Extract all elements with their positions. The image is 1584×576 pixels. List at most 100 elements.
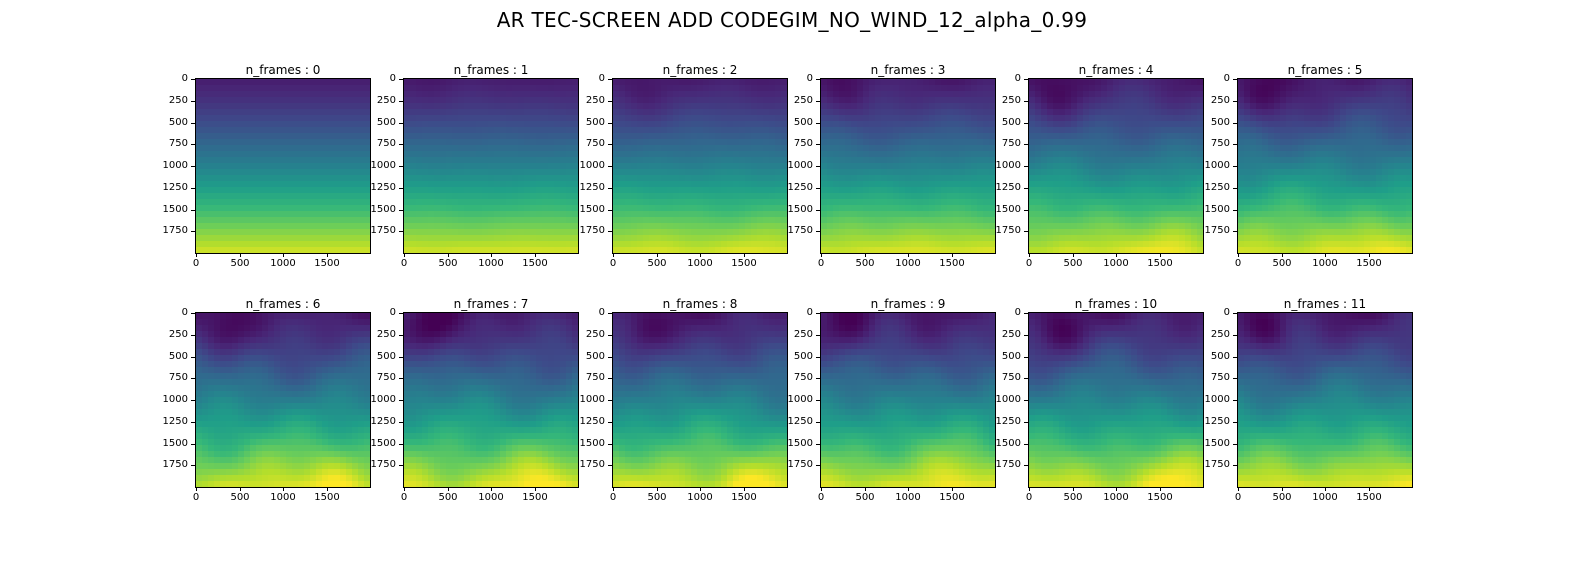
- heatmap-cell: [1053, 121, 1060, 128]
- heatmap-cell: [667, 145, 674, 152]
- heatmap-cell: [757, 181, 764, 188]
- heatmap-cell: [821, 85, 828, 92]
- heatmap-cell: [1197, 151, 1203, 158]
- heatmap-cell: [1029, 193, 1036, 200]
- heatmap-cell: [298, 85, 305, 92]
- heatmap-cell: [1238, 199, 1245, 206]
- heatmap-cell: [1155, 91, 1162, 98]
- heatmap-cell: [781, 157, 787, 164]
- heatmap-cell: [1322, 91, 1329, 98]
- heatmap-cell: [1370, 103, 1377, 110]
- heatmap-cell: [619, 91, 626, 98]
- heatmap-cell: [452, 217, 459, 224]
- y-tick-mark: [816, 231, 820, 232]
- heatmap-cell: [833, 91, 840, 98]
- heatmap-cell: [1125, 103, 1132, 110]
- heatmap-cell: [506, 109, 513, 116]
- heatmap-cell: [280, 211, 287, 218]
- heatmap-cell: [226, 115, 233, 122]
- heatmap-cell: [364, 91, 370, 98]
- heatmap-cell: [757, 91, 764, 98]
- heatmap-cell: [1083, 241, 1090, 248]
- heatmap-cell: [905, 97, 912, 104]
- heatmap-cell: [751, 175, 758, 182]
- heatmap-cell: [965, 169, 972, 176]
- heatmap-cell: [1119, 163, 1126, 170]
- heatmap-cell: [649, 103, 656, 110]
- heatmap-cell: [446, 91, 453, 98]
- heatmap-cell: [1328, 211, 1335, 218]
- heatmap-cell: [733, 163, 740, 170]
- heatmap-cell: [1382, 115, 1389, 122]
- heatmap-cell: [685, 127, 692, 134]
- heatmap-cell: [673, 85, 680, 92]
- heatmap-cell: [1388, 151, 1395, 158]
- heatmap-cell: [334, 205, 341, 212]
- heatmap-cell: [1185, 139, 1192, 146]
- heatmap-cell: [464, 79, 471, 86]
- heatmap-cell: [1179, 235, 1186, 242]
- heatmap-cell: [1406, 115, 1412, 122]
- heatmap-cell: [560, 121, 567, 128]
- heatmap-cell: [262, 229, 269, 236]
- heatmap-cell: [751, 181, 758, 188]
- heatmap-cell: [530, 127, 537, 134]
- heatmap-cell: [679, 241, 686, 248]
- heatmap-cell: [434, 127, 441, 134]
- heatmap-cell: [352, 79, 359, 86]
- heatmap-cell: [1149, 235, 1156, 242]
- heatmap-cell: [827, 229, 834, 236]
- heatmap-cell: [1059, 121, 1066, 128]
- heatmap-cell: [745, 151, 752, 158]
- heatmap-cell: [286, 145, 293, 152]
- heatmap-cell: [202, 103, 209, 110]
- heatmap-cell: [1346, 103, 1353, 110]
- heatmap-cell: [256, 91, 263, 98]
- heatmap-cell: [304, 109, 311, 116]
- heatmap-cell: [983, 151, 990, 158]
- y-tick-mark: [1024, 79, 1028, 80]
- heatmap-cell: [751, 121, 758, 128]
- heatmap-cell: [488, 199, 495, 206]
- heatmap-cell: [1161, 85, 1168, 92]
- heatmap-cell: [1053, 145, 1060, 152]
- heatmap-cell: [697, 205, 704, 212]
- heatmap-cell: [935, 199, 942, 206]
- heatmap-cell: [1238, 109, 1245, 116]
- heatmap-cell: [827, 187, 834, 194]
- heatmap-cell: [757, 193, 764, 200]
- heatmap-cell: [542, 157, 549, 164]
- heatmap-cell: [715, 157, 722, 164]
- heatmap-cell: [1125, 127, 1132, 134]
- heatmap-cell: [1077, 175, 1084, 182]
- heatmap-cell: [494, 145, 501, 152]
- heatmap-cell: [1400, 103, 1407, 110]
- heatmap-cell: [446, 133, 453, 140]
- heatmap-cell: [833, 169, 840, 176]
- heatmap-cell: [893, 211, 900, 218]
- heatmap-cell: [757, 223, 764, 230]
- heatmap-cell: [709, 217, 716, 224]
- heatmap-cell: [304, 157, 311, 164]
- heatmap-cell: [721, 91, 728, 98]
- heatmap-cell: [1370, 133, 1377, 140]
- heatmap-cell: [1137, 79, 1144, 86]
- heatmap-cell: [512, 157, 519, 164]
- heatmap-cell: [721, 121, 728, 128]
- heatmap-cell: [1238, 97, 1245, 104]
- heatmap-cell: [554, 235, 561, 242]
- heatmap-cell: [1083, 121, 1090, 128]
- heatmap-cell: [566, 163, 573, 170]
- y-tick-mark: [608, 101, 612, 102]
- heatmap-cell: [572, 187, 578, 194]
- heatmap-cell: [935, 121, 942, 128]
- heatmap-cell: [715, 169, 722, 176]
- heatmap-cell: [416, 235, 423, 242]
- heatmap-cell: [875, 187, 882, 194]
- heatmap-cell: [697, 229, 704, 236]
- heatmap-cell: [1107, 103, 1114, 110]
- heatmap-cell: [196, 199, 203, 206]
- heatmap-cell: [1364, 145, 1371, 152]
- heatmap-cell: [346, 109, 353, 116]
- heatmap-cell: [989, 181, 995, 188]
